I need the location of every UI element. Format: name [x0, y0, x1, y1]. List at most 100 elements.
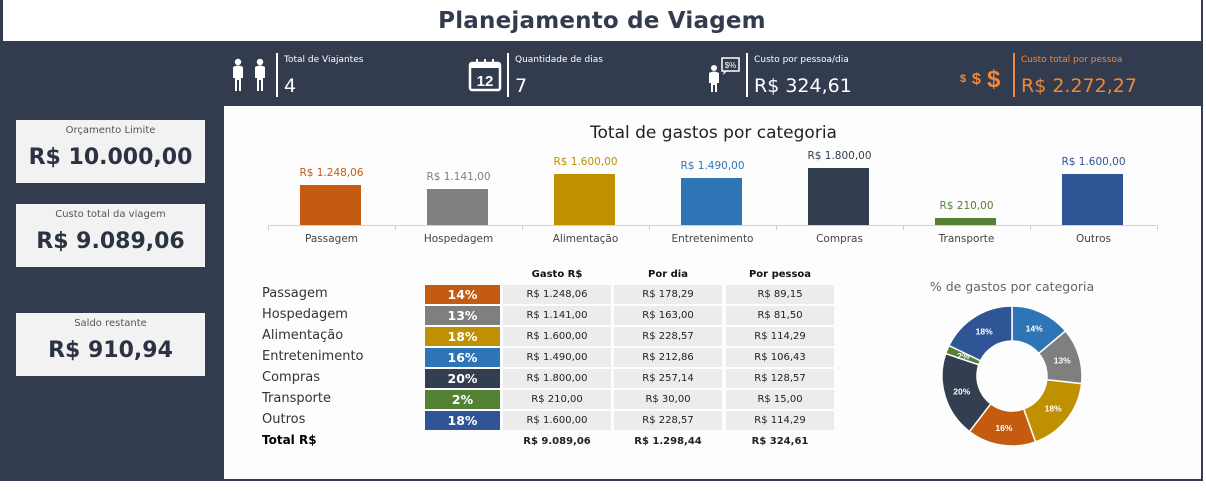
gasto-cell: R$ 210,00 — [503, 390, 611, 409]
percent-badge: 20% — [425, 369, 500, 388]
bar-group-entretenimento: R$ 1.490,00 Entretenimento — [649, 106, 776, 246]
kpi-total-travelers: Total de Viajantes 4 — [229, 53, 363, 97]
bar-group-compras: R$ 1.800,00 Compras — [776, 106, 903, 246]
bar-value-label: R$ 1.600,00 — [553, 156, 618, 168]
kpi-days: 12 Quantidade de dias 7 — [468, 53, 603, 97]
percent-badge: 18% — [425, 327, 500, 346]
category-name: Entretenimento — [262, 349, 364, 364]
main-panel: Total de gastos por categoria R$ 1.248,0… — [224, 106, 1203, 481]
percent-badge: 13% — [425, 306, 500, 325]
bar-group-outros: R$ 1.600,00 Outros — [1030, 106, 1157, 246]
category-name: Passagem — [262, 286, 328, 301]
bar-group-alimentacao: R$ 1.600,00 Alimentação — [522, 106, 649, 246]
card-value: R$ 910,94 — [48, 338, 173, 363]
kpi-header: Total de Viajantes 4 12 Quantidade de di… — [0, 41, 1203, 106]
por-dia-cell: R$ 178,29 — [614, 285, 722, 304]
donut-chart: 14% 13% 18% 16% 20% 2% 18% — [941, 305, 1083, 447]
card-label: Orçamento Limite — [65, 125, 156, 136]
category-name: Transporte — [262, 391, 331, 406]
kpi-cost-per-person-day: $% Custo por pessoa/dia R$ 324,61 — [705, 53, 852, 97]
x-axis-tick — [776, 225, 777, 230]
category-label: Outros — [1075, 233, 1112, 245]
kpi-value: R$ 2.272,27 — [1021, 75, 1137, 97]
x-axis-tick — [1157, 225, 1158, 230]
por-dia-cell: R$ 212,86 — [614, 348, 722, 367]
bar-hospedagem[interactable] — [427, 189, 488, 225]
por-pessoa-cell: R$ 128,57 — [726, 369, 834, 388]
bar-passagem[interactable] — [300, 185, 361, 225]
percent-badge: 14% — [425, 285, 500, 304]
page-title: Planejamento de Viagem — [438, 7, 766, 34]
category-label: Passagem — [304, 233, 359, 245]
bar-compras[interactable] — [808, 168, 869, 225]
kpi-separator — [1013, 53, 1015, 97]
bar-value-label: R$ 1.248,06 — [299, 167, 364, 179]
por-pessoa-cell: R$ 81,50 — [726, 306, 834, 325]
donut-slice-label: 18% — [976, 327, 993, 337]
sidebar: Orçamento Limite R$ 10.000,00 Custo tota… — [0, 106, 224, 481]
category-name: Hospedagem — [262, 307, 348, 322]
bar-value-label: R$ 1.141,00 — [426, 171, 491, 183]
bar-outros[interactable] — [1062, 174, 1123, 225]
total-label: Total R$ — [262, 433, 317, 447]
category-name: Compras — [262, 370, 321, 385]
travelers-icon — [229, 53, 271, 97]
kpi-label: Custo por pessoa/dia — [754, 55, 849, 65]
bar-value-label: R$ 1.800,00 — [807, 150, 872, 162]
donut-slice-label: 2% — [957, 351, 970, 361]
kpi-value: 4 — [284, 75, 297, 97]
percent-badge: 16% — [425, 348, 500, 367]
svg-text:$: $ — [972, 71, 981, 88]
svg-text:12: 12 — [477, 73, 494, 90]
donut-slice-label: 14% — [1026, 323, 1043, 333]
por-pessoa-cell: R$ 15,00 — [726, 390, 834, 409]
por-pessoa-cell: R$ 114,29 — [726, 327, 834, 346]
card-value: R$ 9.089,06 — [36, 229, 185, 254]
svg-text:$: $ — [987, 66, 1001, 93]
donut-slice[interactable] — [947, 305, 1013, 362]
bar-value-label: R$ 1.490,00 — [680, 160, 745, 172]
category-name: Alimentação — [262, 328, 344, 343]
donut-chart-title: % de gastos por categoria — [929, 279, 1095, 294]
total-por-pessoa: R$ 324,61 — [751, 436, 809, 447]
kpi-label: Total de Viajantes — [284, 55, 364, 65]
x-axis-tick — [903, 225, 904, 230]
kpi-value: R$ 324,61 — [754, 75, 852, 97]
kpi-label: Quantidade de dias — [515, 55, 603, 65]
kpi-label: Custo total por pessoa — [1021, 55, 1123, 65]
kpi-separator — [276, 53, 278, 97]
col-header-gasto: Gasto R$ — [531, 269, 583, 280]
donut-slice-label: 13% — [1054, 356, 1071, 366]
col-header-por-pessoa: Por pessoa — [748, 269, 812, 280]
por-pessoa-cell: R$ 89,15 — [726, 285, 834, 304]
bar-group-hospedagem: R$ 1.141,00 Hospedagem — [395, 106, 522, 246]
donut-slice-label: 16% — [995, 423, 1012, 433]
gasto-cell: R$ 1.490,00 — [503, 348, 611, 367]
por-dia-cell: R$ 163,00 — [614, 306, 722, 325]
gasto-cell: R$ 1.800,00 — [503, 369, 611, 388]
bar-chart-title: Total de gastos por categoria — [590, 123, 837, 143]
bar-entretenimento[interactable] — [681, 178, 742, 225]
bar-transporte[interactable] — [935, 218, 996, 225]
gasto-cell: R$ 1.600,00 — [503, 327, 611, 346]
remaining-balance-card: Saldo restante R$ 910,94 — [16, 313, 205, 376]
gasto-cell: R$ 1.600,00 — [503, 411, 611, 430]
bar-group-transporte: R$ 210,00 Transporte — [903, 106, 1030, 246]
total-trip-cost-card: Custo total da viagem R$ 9.089,06 — [16, 204, 205, 267]
bar-alimentacao[interactable] — [554, 174, 615, 225]
person-money-icon: $% — [705, 53, 741, 97]
kpi-separator — [746, 53, 748, 97]
total-por-dia: R$ 1.298,44 — [634, 436, 702, 447]
kpi-value: 7 — [515, 75, 528, 97]
por-dia-cell: R$ 30,00 — [614, 390, 722, 409]
donut-slice-label: 18% — [1045, 404, 1062, 414]
title-bar: Planejamento de Viagem — [0, 0, 1203, 41]
percent-badge: 18% — [425, 411, 500, 430]
category-name: Outros — [262, 412, 306, 427]
x-axis-tick — [522, 225, 523, 230]
por-pessoa-cell: R$ 114,29 — [726, 411, 834, 430]
gasto-cell: R$ 1.248,06 — [503, 285, 611, 304]
category-label: Transporte — [938, 233, 995, 245]
card-value: R$ 10.000,00 — [28, 145, 193, 170]
bar-value-label: R$ 210,00 — [939, 200, 994, 212]
